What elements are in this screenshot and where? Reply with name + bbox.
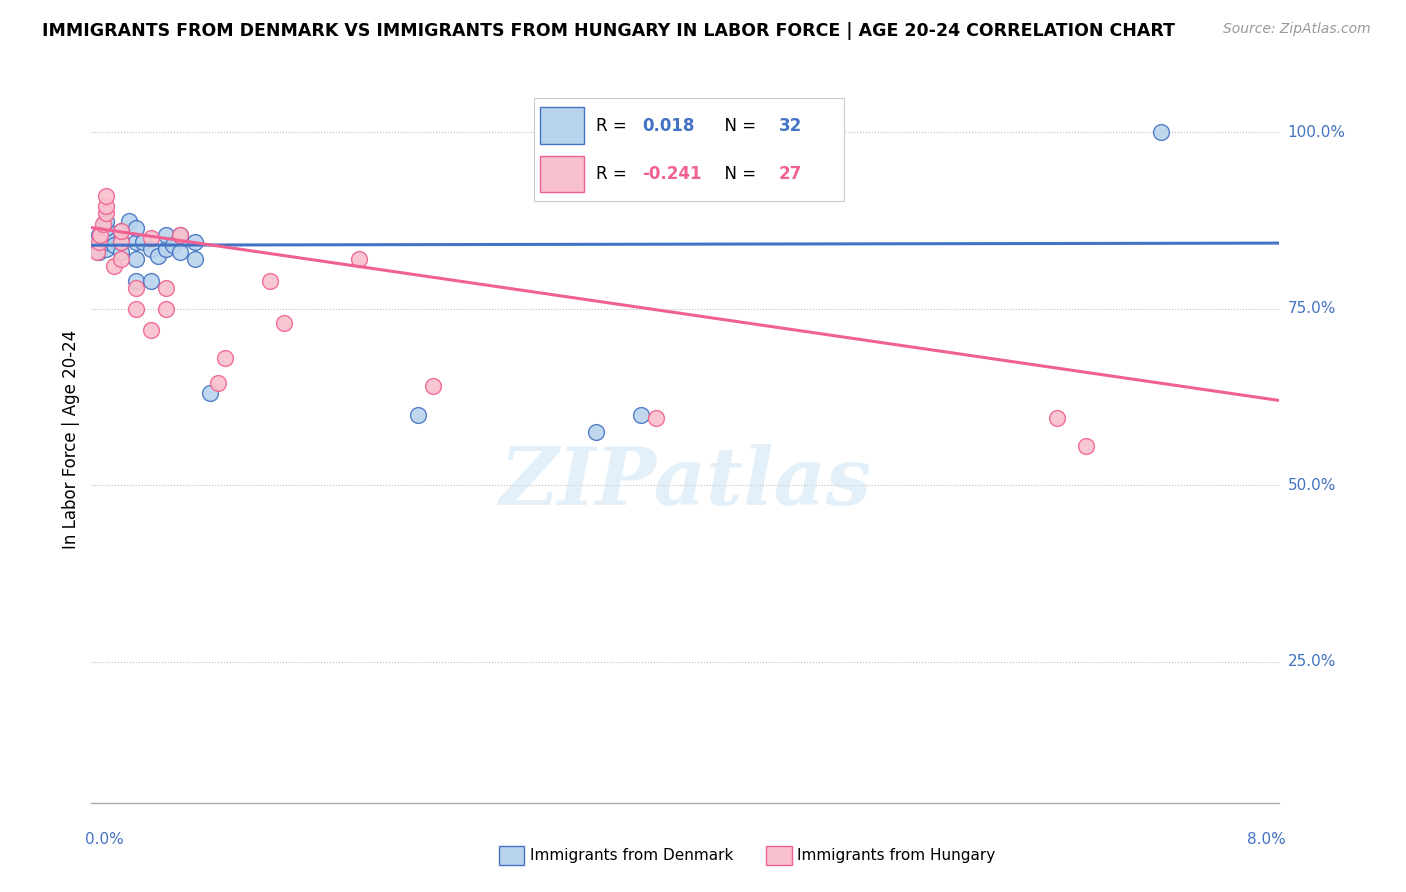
Point <box>169 245 191 260</box>
Point <box>96 199 118 213</box>
Point <box>214 351 236 366</box>
Point <box>103 260 125 274</box>
Point <box>96 189 118 203</box>
Point <box>162 238 184 252</box>
Point <box>139 242 162 256</box>
FancyBboxPatch shape <box>540 155 583 193</box>
Point <box>422 379 444 393</box>
Text: 75.0%: 75.0% <box>1288 301 1336 317</box>
Point <box>200 386 222 401</box>
Point <box>630 408 652 422</box>
Point <box>139 323 162 337</box>
Point <box>125 280 148 294</box>
Point <box>96 213 118 227</box>
Point <box>96 227 118 242</box>
Point <box>96 220 118 235</box>
Text: 32: 32 <box>779 117 801 135</box>
Text: 0.018: 0.018 <box>643 117 695 135</box>
Point <box>259 273 281 287</box>
Point <box>125 273 148 287</box>
Point <box>89 227 111 242</box>
Point <box>91 217 114 231</box>
Point <box>155 242 177 256</box>
Point <box>139 231 162 245</box>
Text: -0.241: -0.241 <box>643 165 702 183</box>
Point <box>110 252 132 267</box>
Point <box>125 235 148 249</box>
Point <box>132 235 155 249</box>
Point <box>139 273 162 287</box>
Point <box>644 411 666 425</box>
Point <box>103 238 125 252</box>
FancyBboxPatch shape <box>540 107 583 145</box>
Point <box>96 206 118 220</box>
Text: IMMIGRANTS FROM DENMARK VS IMMIGRANTS FROM HUNGARY IN LABOR FORCE | AGE 20-24 CO: IMMIGRANTS FROM DENMARK VS IMMIGRANTS FR… <box>42 22 1175 40</box>
Point <box>169 227 191 242</box>
Text: ZIPatlas: ZIPatlas <box>499 444 872 522</box>
Point <box>155 301 177 316</box>
Point <box>347 252 370 267</box>
Point <box>148 249 170 263</box>
Point <box>1076 439 1098 453</box>
Point <box>110 245 132 260</box>
Point <box>110 235 132 249</box>
Point <box>585 425 607 440</box>
Point <box>207 376 229 390</box>
Point <box>96 235 118 249</box>
Text: Immigrants from Hungary: Immigrants from Hungary <box>797 848 995 863</box>
Text: R =: R = <box>596 117 633 135</box>
Point <box>184 235 207 249</box>
Text: 27: 27 <box>779 165 801 183</box>
Point <box>125 301 148 316</box>
Text: 100.0%: 100.0% <box>1288 125 1346 140</box>
Point <box>96 242 118 256</box>
Point <box>110 235 132 249</box>
Y-axis label: In Labor Force | Age 20-24: In Labor Force | Age 20-24 <box>62 330 80 549</box>
Point <box>406 408 429 422</box>
Point <box>125 220 148 235</box>
Point <box>169 227 191 242</box>
Point <box>110 224 132 238</box>
Point <box>184 252 207 267</box>
Point <box>125 252 148 267</box>
Text: 8.0%: 8.0% <box>1247 832 1285 847</box>
Point <box>1149 125 1171 139</box>
Text: 50.0%: 50.0% <box>1288 478 1336 492</box>
Text: 0.0%: 0.0% <box>86 832 124 847</box>
Point <box>273 316 295 330</box>
Point <box>155 280 177 294</box>
Text: 25.0%: 25.0% <box>1288 654 1336 669</box>
Point <box>117 213 139 227</box>
Point <box>86 245 108 260</box>
Text: R =: R = <box>596 165 633 183</box>
Text: N =: N = <box>714 117 761 135</box>
Point <box>155 227 177 242</box>
Text: N =: N = <box>714 165 761 183</box>
Point <box>87 245 110 260</box>
Point <box>87 235 110 249</box>
Text: Immigrants from Denmark: Immigrants from Denmark <box>530 848 734 863</box>
Point <box>87 227 110 242</box>
Point <box>110 224 132 238</box>
Text: Source: ZipAtlas.com: Source: ZipAtlas.com <box>1223 22 1371 37</box>
Point <box>1046 411 1069 425</box>
